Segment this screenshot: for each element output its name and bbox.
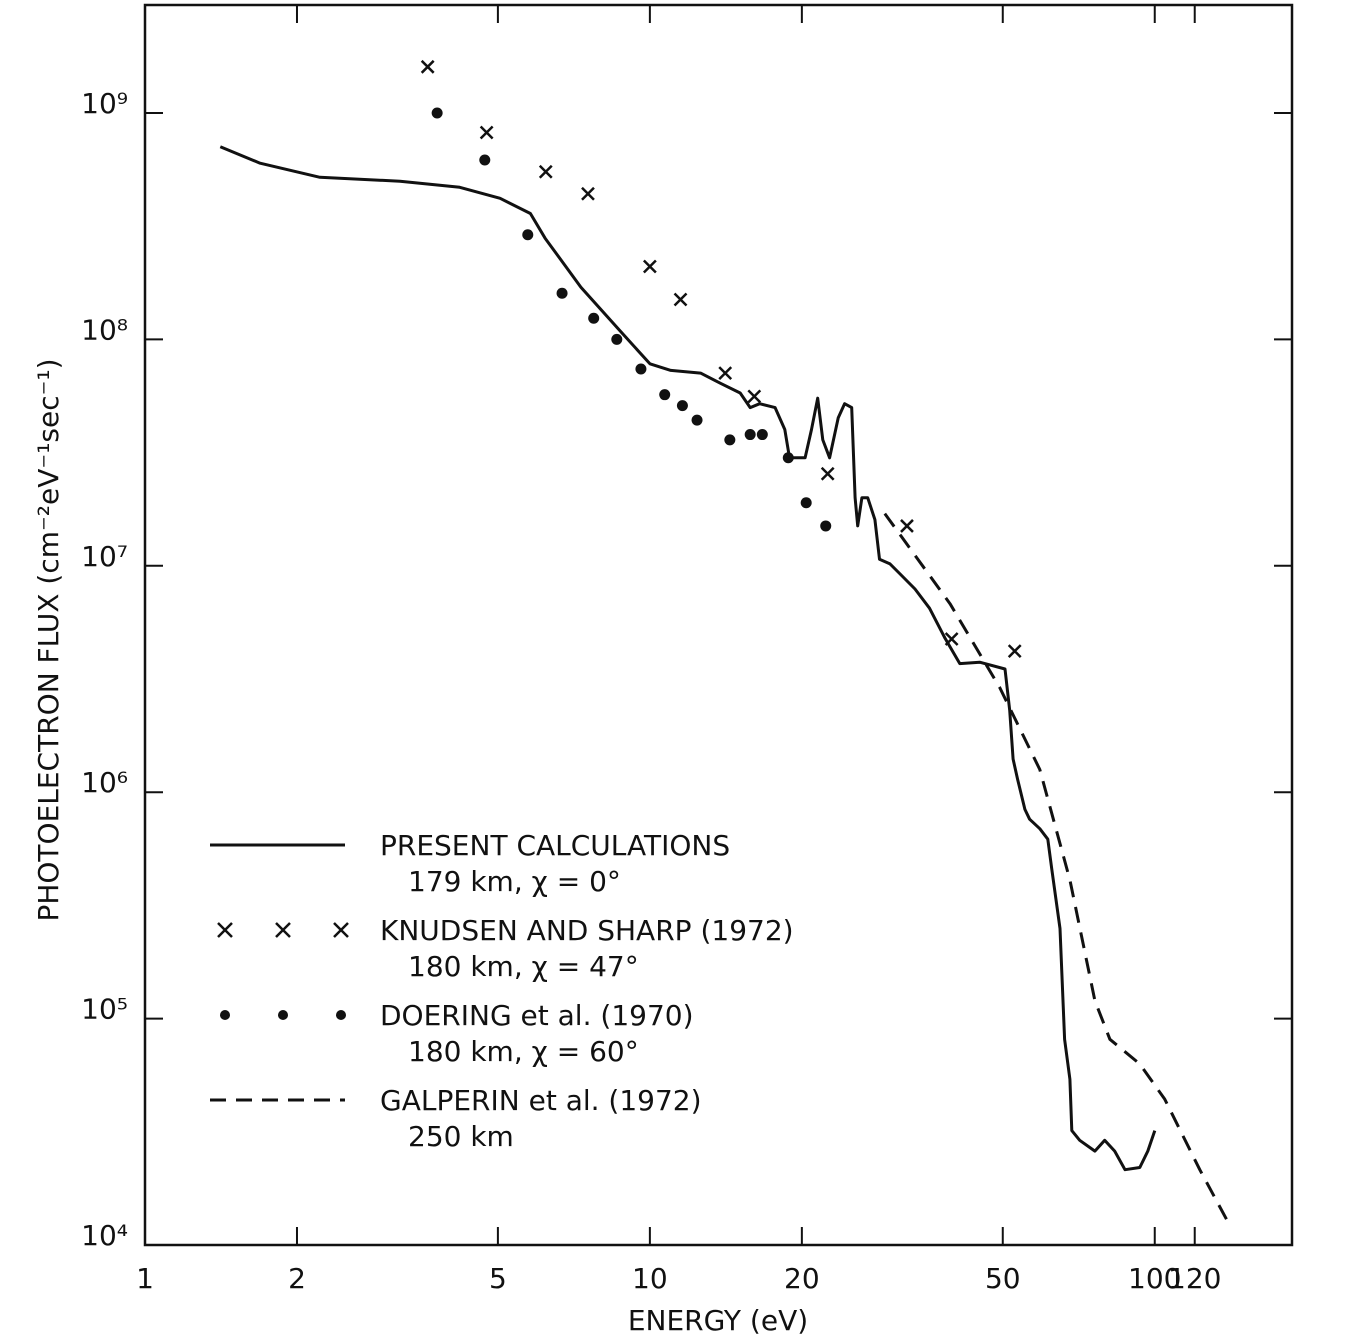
dot-marker <box>800 497 812 509</box>
y-tick-label: 10⁷ <box>81 540 128 573</box>
legend-marker <box>278 1010 288 1020</box>
cross-marker <box>1007 644 1022 658</box>
dot-marker <box>522 229 534 241</box>
x-tick-label: 120 <box>1168 1262 1221 1295</box>
legend-marker <box>275 922 291 938</box>
x-tick-label: 50 <box>985 1262 1021 1295</box>
dot-marker <box>820 520 832 532</box>
cross-marker <box>420 59 435 74</box>
cross-marker <box>479 125 494 140</box>
dot-marker <box>756 429 768 441</box>
dot-marker <box>479 154 491 166</box>
y-tick-label: 10⁶ <box>81 766 128 799</box>
legend-label: GALPERIN et al. (1972) <box>380 1084 702 1117</box>
cross-marker <box>581 186 595 201</box>
dot-marker <box>691 414 703 426</box>
legend-sublabel: 180 km, χ = 47° <box>408 950 639 983</box>
dot-marker <box>635 363 647 375</box>
dot-marker <box>724 434 736 446</box>
legend-marker <box>220 1010 230 1020</box>
dot-marker <box>744 429 756 441</box>
y-tick-label: 10⁹ <box>81 87 128 120</box>
x-tick-label: 2 <box>288 1262 306 1295</box>
x-axis-label: ENERGY (eV) <box>628 1304 808 1337</box>
y-tick-label: 10⁵ <box>81 993 128 1026</box>
x-tick-label: 10 <box>632 1262 668 1295</box>
cross-marker <box>642 259 657 274</box>
legend-marker <box>217 922 233 938</box>
series-line <box>883 512 1232 1227</box>
legend-label: DOERING et al. (1970) <box>380 999 694 1032</box>
legend-label: KNUDSEN AND SHARP (1972) <box>380 914 794 947</box>
dot-marker <box>659 389 671 401</box>
series-line <box>219 145 1157 1172</box>
legend-sublabel: 180 km, χ = 60° <box>408 1035 639 1068</box>
cross-marker <box>944 632 959 646</box>
y-tick-label: 10⁸ <box>81 313 128 346</box>
legend-sublabel: 250 km <box>408 1120 514 1153</box>
cross-marker <box>900 519 914 533</box>
cross-marker <box>673 292 688 307</box>
dot-marker <box>588 312 600 324</box>
cross-marker <box>820 466 835 481</box>
x-tick-label: 5 <box>489 1262 507 1295</box>
dot-marker <box>611 333 623 345</box>
legend-marker <box>333 922 349 938</box>
x-tick-label: 100 <box>1128 1262 1181 1295</box>
plot-frame <box>143 3 1294 1247</box>
x-tick-label: 20 <box>784 1262 820 1295</box>
legend-marker <box>336 1010 346 1020</box>
cross-marker <box>718 366 733 380</box>
x-tick-label: 1 <box>136 1262 154 1295</box>
y-axis-label: PHOTOELECTRON FLUX (cm⁻²eV⁻¹sec⁻¹) <box>32 358 65 921</box>
dot-marker <box>782 452 794 464</box>
dot-marker <box>556 287 568 299</box>
cross-marker <box>747 389 762 404</box>
y-tick-label: 10⁴ <box>81 1219 128 1252</box>
dot-marker <box>431 107 443 119</box>
legend-sublabel: 179 km, χ = 0° <box>408 865 621 898</box>
dot-marker <box>676 400 688 412</box>
cross-marker <box>538 164 553 179</box>
legend-label: PRESENT CALCULATIONS <box>380 829 730 862</box>
